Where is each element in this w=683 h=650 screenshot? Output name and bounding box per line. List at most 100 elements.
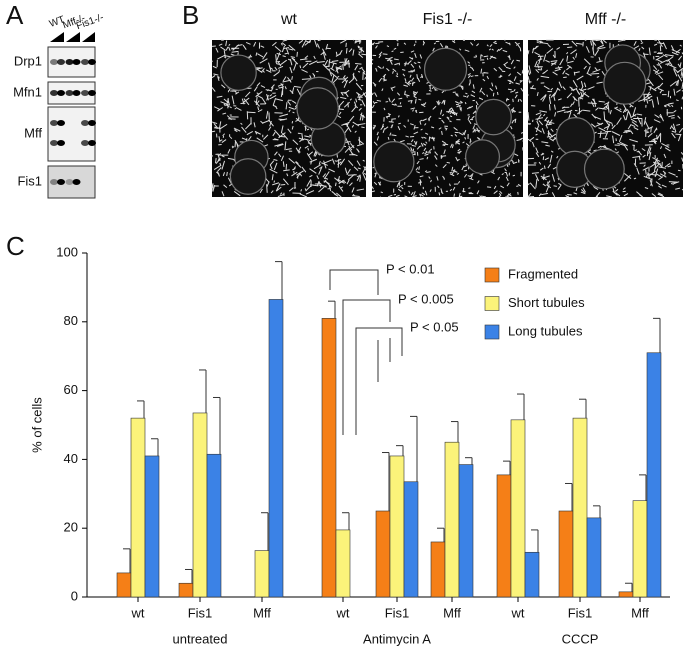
mito <box>545 144 550 147</box>
mito <box>543 85 550 90</box>
mito <box>307 140 312 146</box>
mito <box>556 47 561 50</box>
mito <box>470 173 474 177</box>
mito <box>420 142 424 147</box>
mito <box>539 110 548 113</box>
mito <box>342 64 344 70</box>
mito <box>648 95 653 99</box>
mito <box>280 90 283 98</box>
mito <box>288 48 294 51</box>
mito <box>622 107 627 114</box>
group-label: untreated <box>173 631 228 646</box>
blot-band <box>57 59 65 65</box>
mito <box>614 188 619 192</box>
mito <box>656 58 663 63</box>
mito <box>547 180 551 184</box>
mito <box>656 173 662 178</box>
mito <box>519 99 523 102</box>
mito <box>573 71 576 76</box>
mito <box>356 148 360 153</box>
mito <box>668 114 675 118</box>
mito <box>357 93 361 101</box>
mito <box>217 153 222 157</box>
mito <box>278 153 282 158</box>
mito <box>648 151 652 161</box>
nucleus <box>373 141 415 183</box>
mito <box>542 156 545 161</box>
mito <box>543 54 547 62</box>
mito <box>391 86 396 89</box>
mito <box>256 82 261 87</box>
mito <box>390 87 394 92</box>
mito <box>421 73 423 79</box>
mito <box>338 111 342 115</box>
mito <box>412 69 416 73</box>
mito <box>555 66 563 69</box>
mito <box>644 186 649 190</box>
mito <box>441 119 445 124</box>
mito <box>344 167 348 174</box>
nucleus <box>229 158 267 195</box>
mito <box>471 90 476 94</box>
mito <box>426 171 431 174</box>
mito <box>356 174 361 181</box>
mito <box>410 191 414 196</box>
mito <box>398 184 403 189</box>
nucleus <box>475 98 512 136</box>
mito <box>646 98 649 104</box>
blot-row-label: Fis1 <box>17 173 42 188</box>
y-tick-label: 0 <box>71 588 78 603</box>
mito <box>346 179 350 185</box>
mito <box>465 143 470 147</box>
mito <box>299 139 303 143</box>
error-bar <box>123 548 131 573</box>
mito <box>576 75 584 81</box>
mito <box>440 191 444 195</box>
mito <box>565 72 570 76</box>
blot-band <box>81 90 89 96</box>
mito <box>476 43 480 47</box>
mito <box>654 69 660 74</box>
mito <box>480 195 486 198</box>
mito <box>357 139 365 145</box>
bar <box>178 582 194 598</box>
mito <box>410 50 415 53</box>
mito <box>649 86 652 91</box>
mito <box>295 161 299 165</box>
mito <box>677 169 681 172</box>
mito <box>237 107 242 111</box>
mito <box>280 125 284 134</box>
mito <box>640 39 643 43</box>
mito <box>566 52 569 55</box>
mito <box>261 68 265 73</box>
group-label: CCCP <box>562 631 599 646</box>
mito <box>299 58 308 61</box>
mito <box>266 181 270 187</box>
mito <box>259 188 263 194</box>
mito <box>561 106 566 109</box>
mito <box>516 138 522 141</box>
mito <box>298 39 304 44</box>
mito <box>423 147 427 152</box>
panel-label: A <box>6 0 24 30</box>
mito <box>595 107 599 111</box>
error-bar <box>593 505 601 518</box>
mito <box>455 156 459 162</box>
mito <box>600 40 604 45</box>
mito <box>434 155 438 160</box>
mito <box>387 136 390 140</box>
mito <box>640 42 644 45</box>
mito <box>536 113 542 121</box>
y-tick-label: 80 <box>64 313 78 328</box>
x-tick-label: wt <box>511 605 525 620</box>
mito <box>436 176 439 181</box>
mito <box>222 112 227 115</box>
mito <box>551 192 556 198</box>
mito <box>536 91 539 97</box>
mito <box>401 186 404 190</box>
error-bar <box>275 261 283 300</box>
mito <box>428 89 432 92</box>
mito <box>375 45 378 49</box>
mito <box>534 52 541 56</box>
mito <box>443 101 446 105</box>
